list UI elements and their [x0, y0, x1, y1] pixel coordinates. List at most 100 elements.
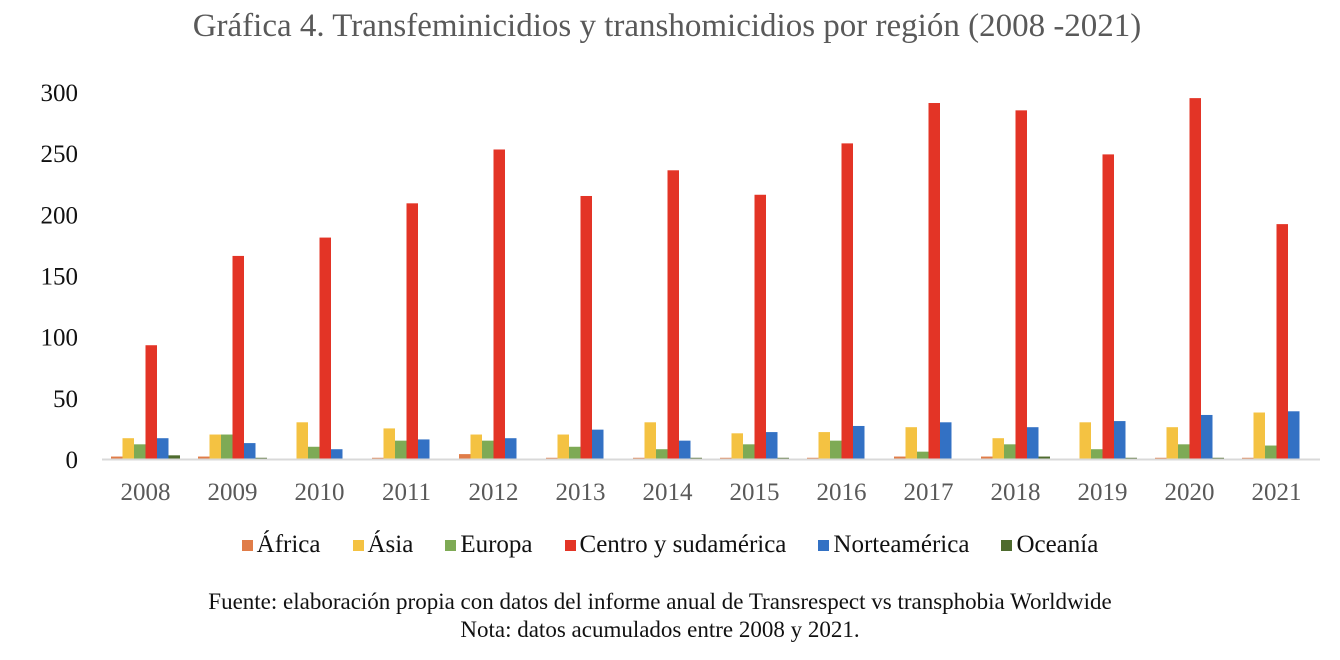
legend-swatch: [564, 539, 576, 551]
bar-2013-ásia: [557, 434, 569, 459]
bar-2015-ásia: [731, 433, 743, 459]
bar-2016-europa: [830, 440, 842, 459]
bar-2008-áfrica: [111, 456, 123, 459]
bar-2011-ásia: [383, 428, 395, 459]
legend-item: Ásia: [352, 531, 414, 559]
bar-2020-norteamérica: [1201, 414, 1213, 459]
bar-2020-ásia: [1166, 427, 1178, 459]
bar-2010-norteamérica: [331, 449, 343, 459]
bar-2010-centro-y-sudamérica: [319, 237, 331, 459]
bar-2010-ásia: [296, 422, 308, 459]
bar-2011-norteamérica: [418, 439, 430, 459]
bar-2013-norteamérica: [592, 429, 604, 459]
x-tick-label: 2010: [295, 479, 345, 506]
bar-2015-europa: [743, 444, 755, 459]
bars: [111, 98, 1300, 459]
bar-2018-norteamérica: [1027, 427, 1039, 459]
bar-2011-europa: [395, 440, 407, 459]
x-tick-label: 2014: [643, 479, 694, 506]
bar-2019-centro-y-sudamérica: [1102, 154, 1114, 459]
bar-2013-áfrica: [546, 457, 558, 459]
x-tick-label: 2018: [991, 479, 1041, 506]
bar-2021-norteamérica: [1288, 411, 1300, 459]
y-tick-label: 0: [66, 447, 79, 474]
bar-2009-europa: [221, 434, 233, 459]
bar-2019-ásia: [1079, 422, 1091, 459]
bar-2021-ásia: [1253, 412, 1265, 459]
bar-2014-europa: [656, 449, 668, 459]
bar-2018-áfrica: [981, 456, 993, 459]
legend-label: Oceanía: [1016, 531, 1099, 558]
bar-2012-ásia: [470, 434, 482, 459]
bar-2013-europa: [569, 446, 581, 459]
bar-2008-norteamérica: [157, 438, 169, 459]
y-axis: 0 50 100 150 200 250 300: [41, 80, 79, 474]
bar-2014-norteamérica: [679, 440, 691, 459]
bar-2014-ásia: [644, 422, 656, 459]
bar-2017-centro-y-sudamérica: [928, 103, 940, 459]
bar-2015-centro-y-sudamérica: [754, 194, 766, 459]
bar-2017-ásia: [905, 427, 917, 459]
bar-2018-oceanía: [1038, 456, 1050, 459]
legend-item: África: [241, 531, 321, 559]
legend-item: Oceanía: [1001, 531, 1098, 559]
bar-2018-centro-y-sudamérica: [1015, 110, 1027, 459]
bar-2009-ásia: [209, 434, 221, 459]
bar-2011-centro-y-sudamérica: [406, 203, 418, 459]
legend-swatch: [1001, 539, 1013, 551]
bar-2020-centro-y-sudamérica: [1189, 98, 1201, 459]
bar-2015-norteamérica: [766, 432, 778, 459]
bar-2018-ásia: [992, 438, 1004, 459]
bar-2008-europa: [134, 444, 146, 459]
x-tick-label: 2016: [817, 479, 867, 506]
x-tick-label: 2008: [121, 479, 171, 506]
y-tick-label: 300: [41, 80, 79, 107]
legend-swatch: [445, 539, 457, 551]
x-tick-label: 2009: [208, 479, 258, 506]
bar-2020-áfrica: [1155, 457, 1167, 459]
bar-2008-centro-y-sudamérica: [145, 345, 157, 459]
bar-2016-centro-y-sudamérica: [841, 143, 853, 459]
bar-2014-oceanía: [690, 457, 702, 459]
bar-2012-norteamérica: [505, 438, 517, 459]
bar-2012-europa: [482, 440, 494, 459]
x-tick-label: 2020: [1165, 479, 1215, 506]
bar-2019-norteamérica: [1114, 421, 1126, 459]
bar-2021-áfrica: [1242, 457, 1254, 459]
bar-2009-oceanía: [255, 457, 267, 459]
bar-2008-ásia: [122, 438, 134, 459]
y-tick-label: 50: [53, 386, 78, 413]
bar-2019-oceanía: [1125, 457, 1137, 459]
bar-2020-oceanía: [1212, 457, 1224, 459]
x-tick-label: 2012: [469, 479, 519, 506]
y-tick-label: 150: [41, 264, 79, 291]
bar-2016-norteamérica: [853, 425, 865, 459]
bar-2013-centro-y-sudamérica: [580, 195, 592, 459]
x-tick-label: 2019: [1078, 479, 1128, 506]
legend-label: Norteamérica: [833, 531, 970, 558]
legend-item: Norteamérica: [818, 531, 969, 559]
x-axis: 2008 2009 2010 2011 2012 2013 2014 2015 2016 2017…: [121, 479, 1302, 506]
bar-2020-europa: [1178, 444, 1190, 459]
legend-label: Centro y sudamérica: [579, 531, 787, 558]
bar-2009-áfrica: [198, 456, 210, 459]
bar-2015-oceanía: [777, 457, 789, 459]
legend-label: Europa: [460, 531, 533, 558]
bar-2014-áfrica: [633, 457, 645, 459]
legend: África Ásia Europa Centro y sudamérica Norte…: [0, 531, 1340, 559]
bar-2017-norteamérica: [940, 422, 952, 459]
legend-item: Centro y sudamérica: [564, 531, 787, 559]
bar-2012-centro-y-sudamérica: [493, 149, 505, 459]
bar-2010-europa: [308, 446, 320, 459]
bar-2012-áfrica: [459, 454, 471, 459]
y-tick-label: 100: [41, 325, 79, 352]
x-tick-label: 2017: [904, 479, 954, 506]
chart-footer: Fuente: elaboración propia con datos del…: [0, 588, 1320, 644]
bar-2015-áfrica: [720, 457, 732, 459]
chart-title: Gráfica 4. Transfeminicidios y transhomi…: [192, 8, 1142, 44]
bar-2021-europa: [1265, 445, 1277, 459]
bar-2009-norteamérica: [244, 443, 256, 459]
bar-2017-áfrica: [894, 456, 906, 459]
legend-label: África: [256, 531, 321, 558]
legend-label: Ásia: [367, 531, 414, 558]
